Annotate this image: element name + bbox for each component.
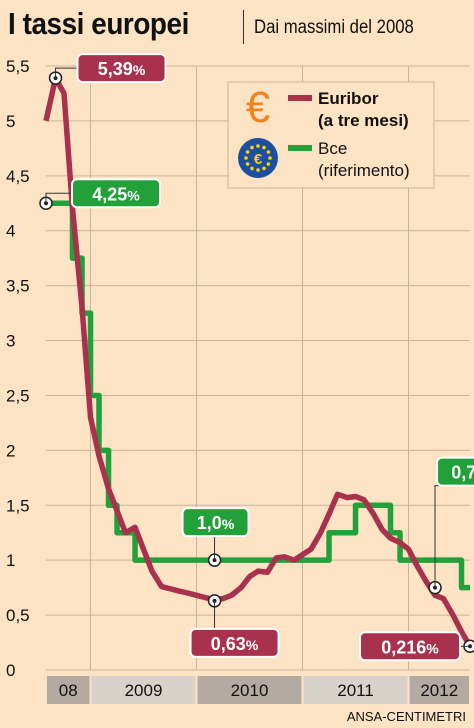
legend-sublabel: (riferimento): [318, 161, 410, 180]
y-tick-label: 2: [6, 441, 15, 460]
eu-star: [266, 150, 271, 154]
eu-star: [250, 166, 254, 171]
eu-star: [266, 162, 271, 166]
chart-subtitle: Dai massimi del 2008: [254, 17, 414, 38]
euro-glyph-small: €: [254, 151, 263, 168]
callout-label: 1,0%: [197, 513, 235, 533]
y-tick-label: 3,5: [6, 277, 30, 296]
callout-box: [181, 507, 250, 538]
year-band: [303, 676, 408, 704]
y-tick-label: 5: [6, 112, 15, 131]
eu-star: [245, 150, 250, 154]
header: I tassi europei Dai massimi del 2008: [0, 0, 474, 50]
y-tick-label: 1: [6, 551, 15, 570]
callout-value: 4,25: [92, 184, 127, 204]
y-axis-ticks: 0 0,5 1 1,5 2 2,5 3 3,5 4 4,5 5 5,5: [6, 57, 30, 680]
x-tick-label: 2009: [125, 681, 163, 700]
callout-unit: %: [246, 637, 259, 653]
callout-unit: %: [133, 62, 146, 78]
callout-leader: [55, 67, 78, 79]
euro-glyph: €: [246, 83, 270, 132]
callout-label: 0,75%: [451, 463, 474, 483]
callouts: 5,39%4,25%1,0%0,63%0,75%0,216%: [45, 53, 474, 662]
y-tick-label: 5,5: [6, 57, 30, 76]
year-band: [91, 676, 196, 704]
callout-unit: %: [426, 640, 439, 656]
callout-label: 5,39%: [98, 59, 146, 79]
series-lines: [43, 75, 473, 648]
euro-icon: €: [246, 83, 270, 132]
legend-label: Bce: [318, 139, 347, 158]
x-tick-label: 08: [59, 681, 78, 700]
eu-star: [256, 144, 260, 148]
legend-label: Euribor: [318, 89, 379, 108]
callout-leader: [434, 485, 474, 588]
y-tick-label: 4,5: [6, 167, 30, 186]
callout-value: 0,216: [381, 637, 426, 657]
callout-label: 0,216%: [381, 637, 439, 657]
year-band: [409, 676, 469, 704]
y-tick-label: 4: [6, 222, 15, 241]
callout-label: 0,63%: [211, 634, 259, 654]
callout-unit: %: [127, 187, 140, 203]
eu-flag-disc: [238, 138, 278, 178]
eu-flag-icon: €: [238, 138, 278, 178]
callout-label: 4,25%: [92, 184, 140, 204]
x-tick-label: 2011: [337, 681, 374, 700]
series-line-euribor: [43, 75, 473, 648]
callout-box: [359, 631, 461, 662]
chart-title: I tassi europei: [8, 6, 189, 41]
callout-value: 0,75: [451, 463, 474, 483]
callout-value: 0,63: [211, 634, 246, 654]
y-tick-label: 2,5: [6, 386, 30, 405]
y-tick-label: 1,5: [6, 496, 30, 515]
callout-box: [71, 178, 161, 209]
eu-star: [244, 156, 248, 160]
year-band: [47, 676, 90, 704]
legend-sublabel: (a tre mesi): [318, 111, 409, 130]
legend: € Euribor (a tre mesi) € Bce (riferimento): [227, 81, 435, 189]
y-tick-label: 0,5: [6, 606, 30, 625]
eu-star: [250, 145, 254, 150]
y-tick-label: 0: [6, 661, 15, 680]
eu-star: [245, 162, 250, 166]
callout-value: 5,39: [98, 59, 133, 79]
callout-box: [76, 53, 167, 84]
eu-star: [256, 168, 260, 172]
callout-value: 1,0: [197, 513, 222, 533]
x-tick-label: 2012: [420, 681, 458, 700]
year-band: [197, 676, 302, 704]
y-tick-label: 3: [6, 332, 15, 351]
eu-star: [262, 166, 266, 171]
title-divider: [243, 10, 244, 44]
callout-leader: [45, 192, 72, 204]
eu-star: [268, 156, 272, 160]
callout-box: [189, 627, 280, 658]
x-axis-year-bands: 08 2009 2010 2011 2012: [47, 676, 469, 704]
x-tick-label: 2010: [231, 681, 269, 700]
eu-star: [262, 145, 266, 150]
callout-box: [436, 456, 474, 487]
callout-unit: %: [222, 516, 235, 532]
source-credit: ANSA-CENTIMETRI: [346, 709, 466, 724]
